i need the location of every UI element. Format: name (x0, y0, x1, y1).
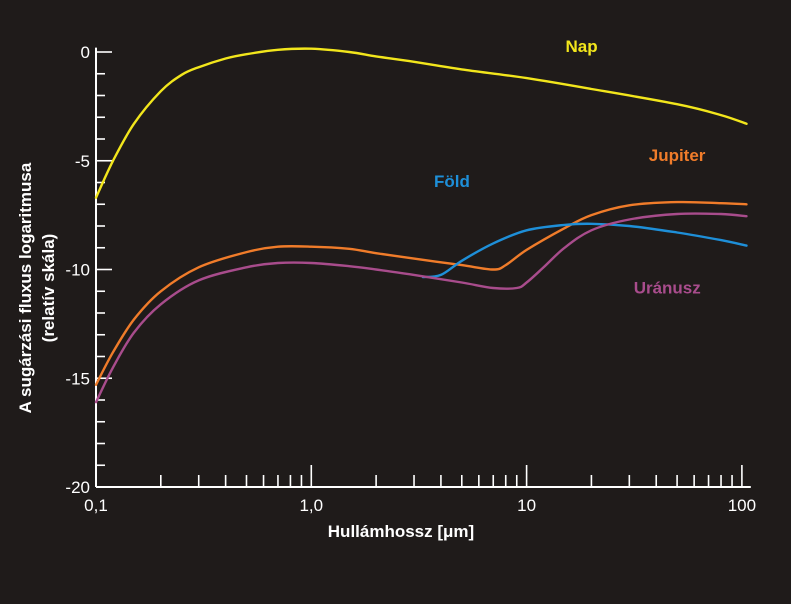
series-line-jupiter (94, 200, 748, 386)
x-tick-label: 1,0 (299, 496, 323, 515)
y-tick-label: -10 (65, 261, 90, 280)
y-tick-label: -5 (75, 152, 90, 171)
labels-layer: Nap Jupiter Föld Uránusz (434, 37, 706, 297)
y-tick-label: -20 (65, 478, 90, 497)
series-label-jupiter: Jupiter (649, 146, 706, 165)
series-label-uranusz: Uránusz (634, 278, 701, 297)
x-tick-label: 0,1 (84, 496, 108, 515)
series-line-uranusz (94, 212, 748, 404)
x-tick-label: 10 (517, 496, 536, 515)
y-axis-title-line2: (relatív skála) (39, 234, 58, 343)
series-line-nap (94, 47, 748, 199)
series-layer (94, 47, 748, 404)
y-tick-label: -15 (65, 369, 90, 388)
x-axis-title: Hullámhossz [μm] (328, 522, 474, 541)
series-label-fold: Föld (434, 172, 470, 191)
y-tick-label: 0 (81, 43, 90, 62)
x-tick-label: 100 (728, 496, 756, 515)
axes: 0 -5 -10 -15 -200,1 1,0 10 100 (65, 43, 756, 515)
series-line-fold (421, 222, 748, 279)
series-label-nap: Nap (565, 37, 597, 56)
y-axis-title-line1: A sugárzási fluxus logaritmusa (16, 162, 35, 413)
